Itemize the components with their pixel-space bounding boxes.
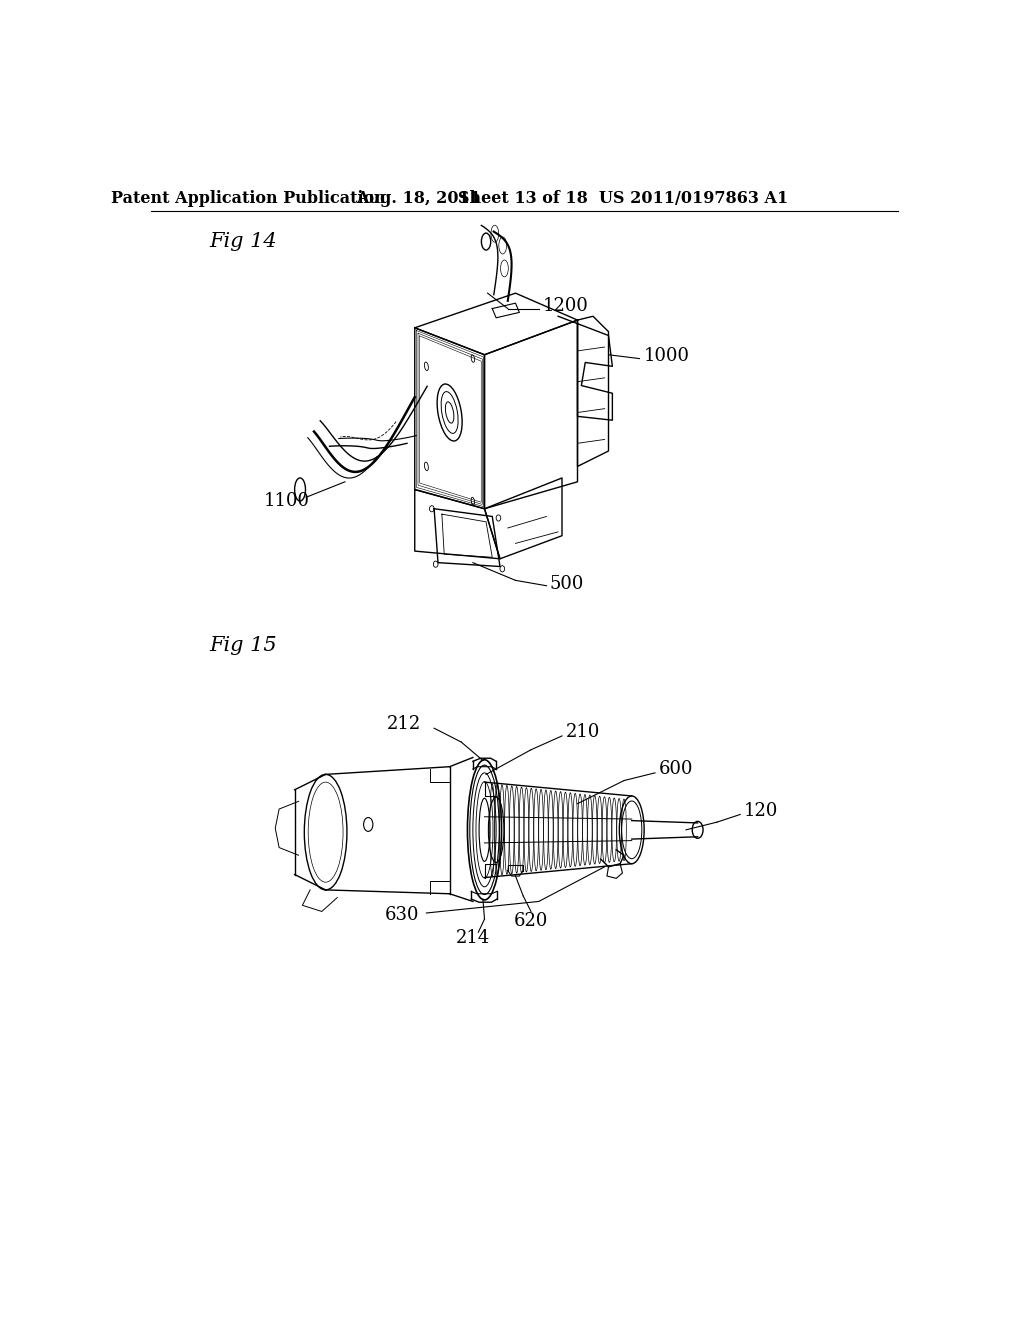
Text: Aug. 18, 2011: Aug. 18, 2011: [356, 190, 481, 207]
Text: US 2011/0197863 A1: US 2011/0197863 A1: [599, 190, 788, 207]
Text: 630: 630: [384, 906, 419, 924]
Text: Fig 15: Fig 15: [209, 635, 278, 655]
Text: 1100: 1100: [263, 492, 309, 510]
Text: 214: 214: [456, 929, 490, 946]
Text: Sheet 13 of 18: Sheet 13 of 18: [459, 190, 588, 207]
Text: Patent Application Publication: Patent Application Publication: [111, 190, 385, 207]
Text: 212: 212: [387, 715, 421, 734]
Text: Fig 14: Fig 14: [209, 232, 278, 251]
Text: 120: 120: [744, 803, 778, 820]
Text: 210: 210: [566, 723, 600, 741]
Text: 600: 600: [658, 760, 693, 777]
Text: 620: 620: [514, 912, 548, 929]
Text: 1200: 1200: [543, 297, 589, 315]
Text: 1000: 1000: [643, 347, 689, 366]
Text: 500: 500: [550, 576, 584, 593]
